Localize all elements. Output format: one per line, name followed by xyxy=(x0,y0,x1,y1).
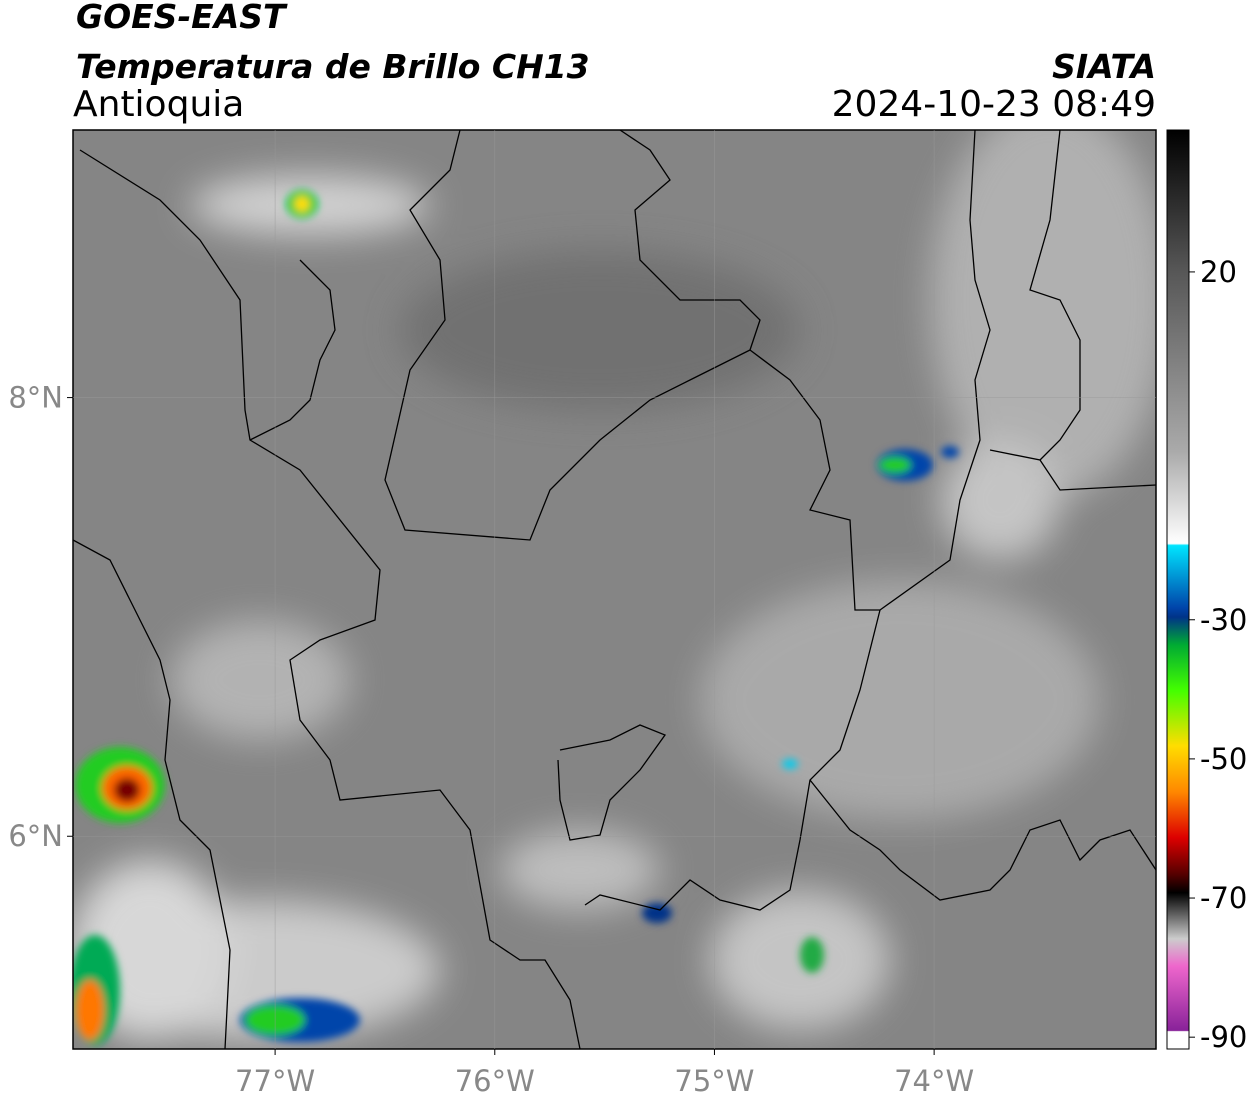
x-tick-label: 77°W xyxy=(235,1064,315,1098)
source: SIATA xyxy=(1052,47,1156,86)
datetime: 2024-10-23 08:49 xyxy=(832,84,1156,125)
colorbar-tick-label: -90 xyxy=(1200,1020,1247,1054)
colorbar xyxy=(1166,129,1190,1050)
colorbar-tick-label: -30 xyxy=(1200,603,1247,637)
x-tick-label: 76°W xyxy=(455,1064,535,1098)
title: GOES-EAST xyxy=(76,0,288,36)
x-tick-label: 75°W xyxy=(674,1064,754,1098)
x-tick-label: 74°W xyxy=(894,1064,974,1098)
map-frame xyxy=(72,129,1157,1050)
satellite-image xyxy=(73,130,1156,1049)
subtitle: Temperatura de Brillo CH13 xyxy=(76,47,590,86)
colorbar-tick-label: 20 xyxy=(1200,255,1237,289)
colorbar-tick-label: -70 xyxy=(1200,881,1247,915)
y-tick-label: 6°N xyxy=(8,819,63,853)
y-tick-label: 8°N xyxy=(8,381,63,415)
colorbar-tick-label: -50 xyxy=(1200,742,1247,776)
region: Antioquia xyxy=(73,84,244,125)
